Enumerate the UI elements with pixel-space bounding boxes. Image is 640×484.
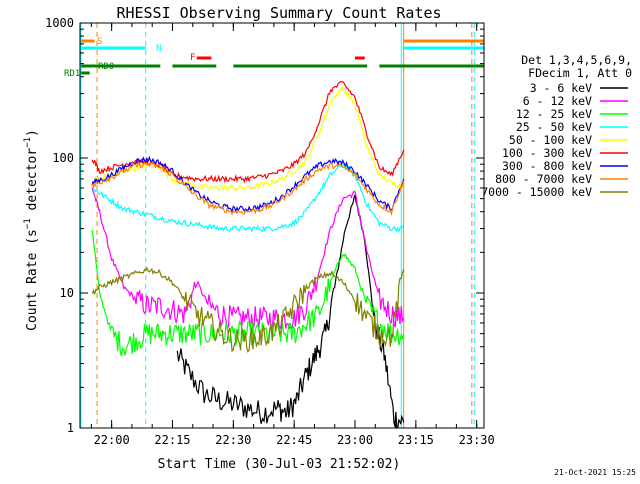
- series-line-3: [91, 163, 405, 233]
- legend-label-5: 100 - 300 keV: [502, 146, 592, 160]
- series-line-1: [91, 187, 405, 331]
- legend-label-6: 300 - 800 keV: [502, 159, 592, 173]
- date-stamp: 21-Oct-2021 15:25: [554, 468, 636, 477]
- series-line-8: [91, 266, 405, 353]
- x-tick-label-3: 22:45: [276, 433, 312, 447]
- y-tick-label-0: 1: [67, 421, 74, 435]
- x-tick-label-4: 23:00: [337, 433, 373, 447]
- series-line-6: [91, 155, 405, 214]
- y-tick-label-2: 100: [52, 151, 74, 165]
- legend-label-4: 50 - 100 keV: [509, 133, 592, 147]
- legend-label-8: 7000 - 15000 keV: [481, 185, 592, 199]
- y-tick-label-1: 10: [60, 286, 74, 300]
- flag-label-s: S: [97, 37, 102, 47]
- legend: Det 1,3,4,5,6,9,FDecim 1, Att 03 - 6 keV…: [481, 53, 632, 199]
- chart-title: RHESSI Observing Summary Count Rates: [116, 4, 441, 22]
- x-axis-label: Start Time (30-Jul-03 21:52:02): [158, 457, 401, 472]
- flag-label-f: F: [190, 53, 195, 63]
- series-group: [91, 80, 405, 428]
- legend-label-7: 800 - 7000 keV: [495, 172, 592, 186]
- series-line-5: [91, 80, 405, 184]
- x-tick-label-5: 23:15: [398, 433, 434, 447]
- legend-label-0: 3 - 6 keV: [530, 81, 592, 95]
- plot-area: S N F RD0 RD1 1 10 100 1000 22:00 22:15 22:30 22:45 2…: [45, 16, 495, 447]
- series-line-7: [91, 161, 405, 216]
- legend-label-1: 6 - 12 keV: [523, 94, 592, 108]
- x-tick-label-1: 22:15: [154, 433, 190, 447]
- legend-label-3: 25 - 50 keV: [516, 120, 592, 134]
- plot-frame: [79, 22, 485, 429]
- flag-label-rd0: RD0: [98, 62, 114, 72]
- legend-label-2: 12 - 25 keV: [516, 107, 592, 121]
- legend-header-line-0: Det 1,3,4,5,6,9,: [521, 53, 632, 67]
- x-tick-label-6: 23:30: [459, 433, 495, 447]
- x-tick-label-2: 22:30: [215, 433, 251, 447]
- y-tick-label-3: 1000: [45, 16, 74, 30]
- flag-label-n: N: [156, 44, 161, 54]
- x-tick-label-0: 22:00: [94, 433, 130, 447]
- series-line-0: [176, 194, 405, 428]
- y-axis-label: Count Rate (s−1 detector−1): [23, 129, 40, 331]
- flag-label-rd1: RD1: [64, 69, 80, 79]
- legend-header-line-1: FDecim 1, Att 0: [528, 66, 632, 80]
